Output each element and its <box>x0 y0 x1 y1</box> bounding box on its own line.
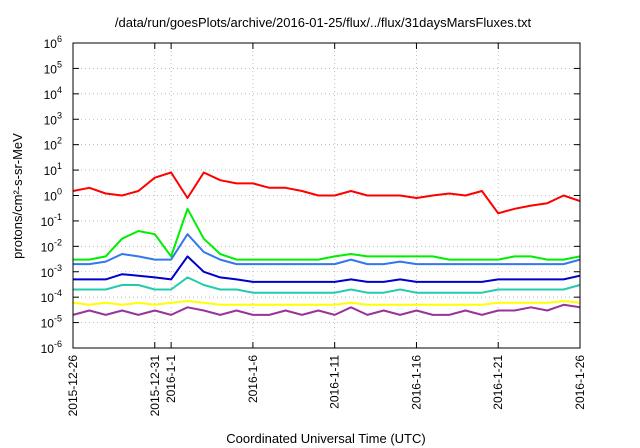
series-line-7 <box>72 303 581 316</box>
x-tick-label: 2016-1-1 <box>164 355 178 403</box>
x-tick-label: 2016-1-11 <box>328 355 342 409</box>
y-tick-label: 101 <box>44 161 62 178</box>
y-tick-label: 104 <box>44 85 62 102</box>
series-line-4 <box>73 255 581 283</box>
series-line-3 <box>73 233 581 266</box>
x-tick-label: 2016-1-21 <box>491 355 505 410</box>
x-axis: 2015-12-26 2015-12-31 2016-1-1 2016-1-6 2016… <box>66 43 587 416</box>
y-tick-label: 100 <box>44 187 62 204</box>
x-tick-label: 2015-12-31 <box>148 355 162 417</box>
x-tick-label: 2016-1-16 <box>409 355 423 410</box>
y-tick-label: 10-6 <box>41 339 62 356</box>
y-axis: 10-6 10-5 10-4 10-3 10-2 10-1 100 101 102 103 104 1… <box>41 34 580 356</box>
grid <box>73 43 580 348</box>
series-line-6 <box>72 300 581 306</box>
series-line-1 <box>72 171 581 215</box>
series-line-5 <box>73 276 581 294</box>
y-tick-label: 103 <box>44 110 62 127</box>
chart-title: /data/run/goesPlots/archive/2016-01-25/f… <box>115 15 532 30</box>
y-tick-label: 10-1 <box>41 212 62 229</box>
series-group <box>72 171 581 316</box>
y-axis-label: protons/cm²-s-sr-MeV <box>10 133 25 259</box>
y-tick-label: 10-3 <box>41 263 62 280</box>
x-axis-label: Coordinated Universal Time (UTC) <box>226 431 425 446</box>
x-tick-label: 2015-12-26 <box>66 355 80 417</box>
y-tick-label: 10-4 <box>41 288 62 305</box>
y-tick-label: 106 <box>44 34 62 51</box>
y-tick-label: 10-2 <box>41 237 62 254</box>
series-line-2 <box>73 207 581 261</box>
y-tick-label: 10-5 <box>41 314 62 331</box>
y-tick-label: 102 <box>44 136 62 153</box>
x-tick-label: 2016-1-26 <box>573 355 587 410</box>
y-tick-label: 105 <box>44 59 62 76</box>
x-tick-label: 2016-1-6 <box>246 355 260 403</box>
